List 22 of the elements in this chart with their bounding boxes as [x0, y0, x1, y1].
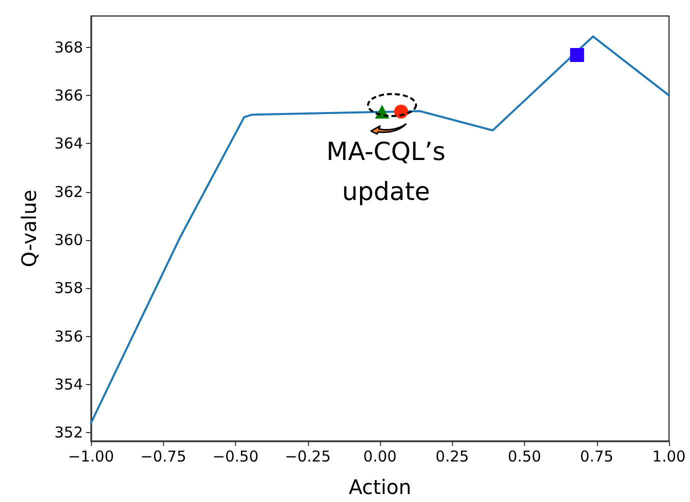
- y-tick-label: 362: [54, 182, 83, 201]
- x-tick-label: 0.00: [363, 448, 397, 466]
- x-tick-label: 0.25: [436, 448, 469, 466]
- y-tick-label: 352: [54, 424, 83, 442]
- x-axis-title: Action: [348, 475, 412, 499]
- x-tick-label: −0.75: [140, 448, 186, 466]
- y-tick-label: 364: [54, 134, 83, 153]
- x-tick-label: −0.50: [212, 448, 258, 466]
- y-axis-title: Q-value: [17, 190, 41, 268]
- annotation: MA-CQL’s update: [325, 136, 447, 208]
- x-tick-label: −0.25: [284, 448, 331, 466]
- x-tick-label: −1.00: [68, 448, 114, 466]
- x-tick-label: 0.50: [508, 448, 542, 466]
- y-tick-label: 366: [54, 86, 83, 104]
- y-tick-label: 354: [54, 375, 83, 394]
- y-tick-label: 360: [54, 230, 83, 249]
- y-tick-label: 356: [54, 327, 83, 346]
- x-tick-label: 1.00: [652, 448, 686, 466]
- x-tick-label: 0.75: [580, 448, 614, 466]
- y-tick-label: 368: [54, 38, 83, 56]
- y-tick-label: 358: [54, 279, 83, 298]
- line-series: [90, 35, 670, 424]
